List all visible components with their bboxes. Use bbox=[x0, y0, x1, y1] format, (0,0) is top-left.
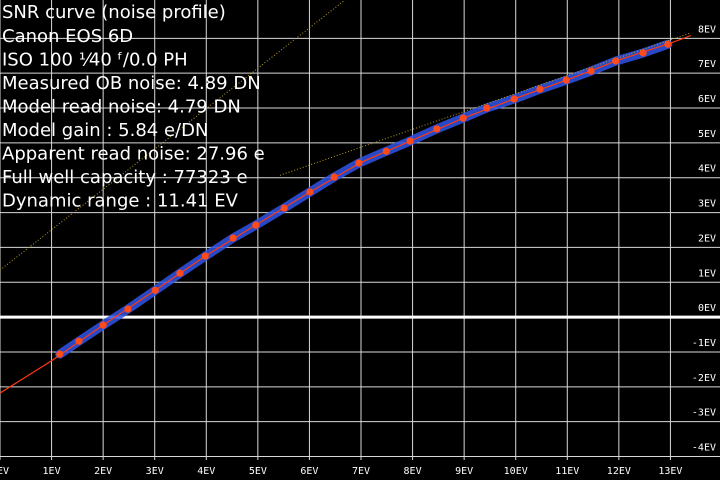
data-point bbox=[75, 337, 83, 345]
y-tick-label: -4EV bbox=[692, 443, 716, 454]
data-point bbox=[433, 125, 441, 133]
data-point bbox=[562, 76, 570, 84]
x-tick-label: 6EV bbox=[300, 466, 318, 477]
x-tick-label: 8EV bbox=[404, 466, 422, 477]
grid bbox=[0, 0, 720, 460]
annotation: Apparent read noise: 27.96 e bbox=[2, 144, 265, 165]
data-point bbox=[201, 252, 209, 260]
x-tick-label: 13EV bbox=[658, 466, 682, 477]
data-point bbox=[124, 305, 132, 313]
chart-title: SNR curve (noise profile) bbox=[2, 2, 226, 23]
data-point bbox=[229, 234, 237, 242]
y-tick-label: -2EV bbox=[692, 373, 716, 384]
y-tick-label: -1EV bbox=[692, 338, 716, 349]
y-tick-label: -3EV bbox=[692, 408, 716, 419]
x-tick-label: 1EV bbox=[43, 466, 61, 477]
y-tick-label: 4EV bbox=[698, 164, 716, 175]
y-tick-label: 8EV bbox=[698, 24, 716, 35]
x-tick-label: 0EV bbox=[0, 466, 9, 477]
x-tick-label: 4EV bbox=[197, 466, 215, 477]
data-point bbox=[330, 173, 338, 181]
data-point bbox=[536, 85, 544, 93]
data-point bbox=[483, 104, 491, 112]
y-tick-label: 6EV bbox=[698, 94, 716, 105]
data-point bbox=[459, 114, 467, 122]
annotation: Dynamic range : 11.41 EV bbox=[2, 191, 239, 212]
model-limit-line bbox=[279, 32, 691, 176]
annotation: Full well capacity : 77323 e bbox=[2, 167, 248, 188]
x-tick-label: 7EV bbox=[352, 466, 370, 477]
data-point bbox=[355, 159, 363, 167]
y-tick-label: 2EV bbox=[698, 233, 716, 244]
data-point bbox=[664, 40, 672, 48]
annotation: Model gain : 5.84 e/DN bbox=[2, 120, 208, 141]
x-tick-label: 5EV bbox=[249, 466, 267, 477]
data-point bbox=[510, 95, 518, 103]
data-point bbox=[382, 147, 390, 155]
y-tick-label: 0EV bbox=[698, 303, 716, 314]
y-tick-label: 3EV bbox=[698, 199, 716, 210]
annotation: Measured OB noise: 4.89 DN bbox=[2, 73, 261, 94]
x-tick-label: 12EV bbox=[607, 466, 631, 477]
model-limit-line bbox=[0, 0, 346, 271]
x-tick-label: 10EV bbox=[504, 466, 528, 477]
annotation: Model read noise: 4.79 DN bbox=[2, 97, 241, 118]
data-point bbox=[406, 137, 414, 145]
data-point bbox=[252, 221, 260, 229]
data-point bbox=[612, 57, 620, 65]
data-point bbox=[639, 49, 647, 57]
plot bbox=[0, 0, 692, 394]
x-tick-label: 9EV bbox=[455, 466, 473, 477]
x-tick-label: 11EV bbox=[555, 466, 579, 477]
data-point bbox=[587, 67, 595, 75]
y-tick-label: 7EV bbox=[698, 59, 716, 70]
y-tick-label: 1EV bbox=[698, 268, 716, 279]
y-tick-label: 5EV bbox=[698, 129, 716, 140]
annotation: ISO 100 ¹⁄40 ᶠ/0.0 PH bbox=[2, 50, 188, 71]
annotation: Canon EOS 6D bbox=[2, 26, 133, 47]
data-point bbox=[306, 188, 314, 196]
data-point bbox=[280, 204, 288, 212]
x-tick-label: 2EV bbox=[94, 466, 112, 477]
data-point bbox=[56, 350, 64, 358]
data-point bbox=[99, 321, 107, 329]
data-point bbox=[176, 269, 184, 277]
x-tick-label: 3EV bbox=[146, 466, 164, 477]
data-point bbox=[151, 286, 159, 294]
